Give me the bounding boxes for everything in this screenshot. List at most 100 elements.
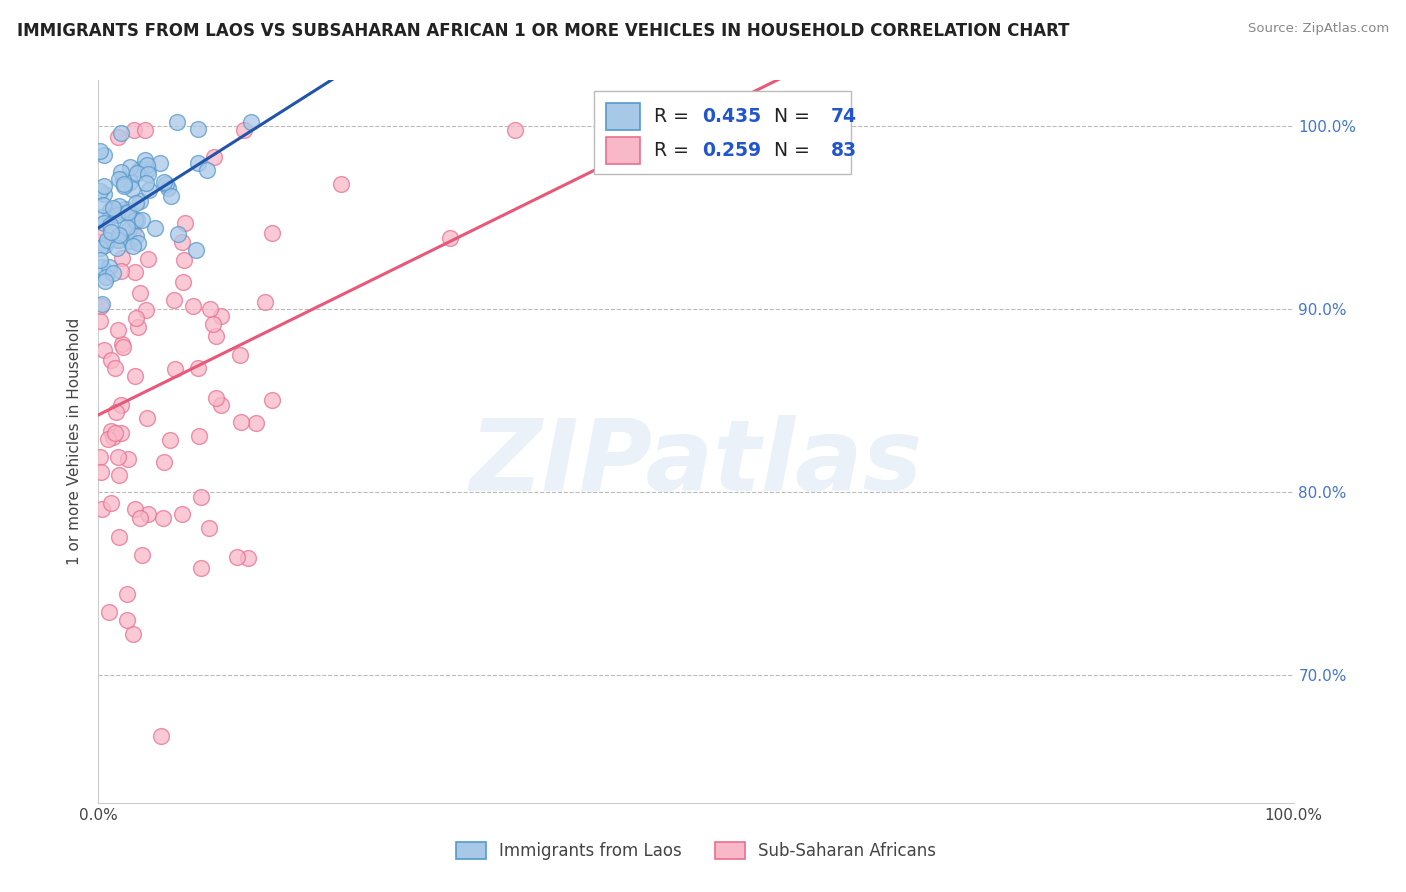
Text: R =: R =: [654, 141, 695, 160]
Point: [166, 227, 188, 241]
Point: [125, 228, 148, 243]
Point: [159, 189, 181, 203]
Point: [107, 530, 129, 544]
Point: [157, 181, 180, 195]
Point: [97, 432, 120, 446]
Point: [173, 253, 195, 268]
Point: [98, 605, 121, 619]
Point: [260, 226, 283, 240]
Text: N =: N =: [756, 107, 815, 126]
Point: [105, 240, 128, 254]
Point: [115, 613, 138, 627]
Point: [128, 194, 150, 208]
Point: [152, 455, 174, 469]
Point: [104, 405, 127, 419]
Point: [93, 179, 115, 194]
Point: [172, 508, 194, 522]
Text: Source: ZipAtlas.com: Source: ZipAtlas.com: [1249, 22, 1389, 36]
Point: [131, 548, 153, 562]
Point: [503, 122, 526, 136]
Point: [135, 302, 157, 317]
Point: [172, 235, 194, 249]
Point: [202, 317, 225, 331]
Point: [209, 398, 232, 412]
Point: [93, 186, 115, 201]
Point: [112, 177, 135, 191]
Point: [107, 129, 129, 144]
Point: [136, 167, 159, 181]
Point: [125, 310, 148, 325]
Point: [205, 329, 228, 343]
Point: [110, 264, 132, 278]
Point: [108, 227, 131, 242]
Point: [91, 297, 114, 311]
Point: [111, 337, 134, 351]
Point: [110, 425, 132, 440]
Point: [114, 206, 136, 220]
Point: [120, 234, 142, 248]
Text: N =: N =: [756, 141, 815, 160]
Point: [117, 451, 139, 466]
Point: [125, 213, 148, 227]
Point: [100, 496, 122, 510]
Point: [135, 158, 157, 172]
Point: [89, 314, 111, 328]
Point: [125, 196, 148, 211]
Point: [127, 320, 149, 334]
Point: [112, 178, 135, 193]
Point: [439, 231, 461, 245]
Point: [184, 244, 207, 258]
Point: [90, 501, 112, 516]
Point: [198, 520, 221, 534]
Point: [122, 239, 145, 253]
Text: 74: 74: [831, 107, 858, 126]
Point: [233, 122, 256, 136]
Point: [94, 237, 117, 252]
Point: [100, 425, 122, 439]
Point: [143, 221, 166, 235]
Point: [124, 122, 146, 136]
Point: [163, 361, 186, 376]
Point: [101, 201, 124, 215]
Point: [134, 153, 156, 168]
Point: [129, 286, 152, 301]
Point: [107, 323, 129, 337]
Point: [100, 225, 122, 239]
Point: [187, 122, 209, 136]
Point: [120, 160, 142, 174]
Bar: [595, 91, 852, 174]
Point: [104, 205, 127, 219]
Point: [89, 450, 111, 464]
Y-axis label: 1 or more Vehicles in Household: 1 or more Vehicles in Household: [67, 318, 83, 566]
Point: [98, 218, 121, 232]
Text: 0.435: 0.435: [702, 107, 761, 126]
Point: [136, 507, 159, 521]
Point: [121, 182, 143, 196]
Point: [108, 233, 131, 247]
Point: [187, 429, 209, 443]
Point: [118, 222, 141, 236]
Point: [187, 156, 209, 170]
Bar: [606, 103, 640, 130]
Point: [89, 253, 111, 268]
Point: [120, 175, 142, 189]
Point: [104, 426, 127, 441]
Point: [134, 122, 156, 136]
Point: [187, 361, 209, 376]
Point: [111, 340, 134, 354]
Point: [105, 233, 128, 247]
Bar: [606, 136, 640, 164]
Point: [166, 115, 188, 129]
Point: [229, 415, 252, 429]
Point: [190, 490, 212, 504]
Point: [128, 162, 150, 177]
Point: [89, 184, 111, 198]
Point: [93, 274, 115, 288]
Point: [183, 299, 205, 313]
Point: [91, 198, 114, 212]
Point: [229, 348, 252, 362]
Point: [101, 266, 124, 280]
Point: [172, 275, 194, 289]
Point: [117, 587, 139, 601]
Point: [90, 465, 112, 479]
